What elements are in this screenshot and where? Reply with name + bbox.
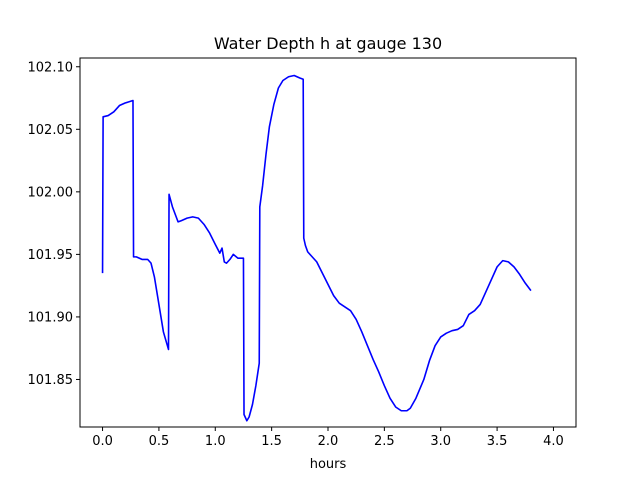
series-line <box>101 74 532 422</box>
x-tick-label: 2.5 <box>374 434 395 449</box>
chart-title: Water Depth h at gauge 130 <box>214 34 442 53</box>
plot-frame <box>79 57 577 428</box>
x-tick-label: 4.0 <box>543 434 564 449</box>
y-tick-label: 101.85 <box>28 373 74 388</box>
y-tick-label: 101.95 <box>28 248 74 263</box>
x-tick-label: 1.0 <box>205 434 226 449</box>
ticks-layer: 0.0 0.5 1.0 1.5 2.0 2.5 3.0 3.5 4.0 101.85 101.90 1… <box>28 60 564 449</box>
y-tick-label: 102.10 <box>28 60 74 75</box>
x-tick-label: 1.5 <box>261 434 282 449</box>
y-tick-label: 102.00 <box>28 185 74 200</box>
x-axis-label: hours <box>310 457 347 472</box>
x-tick-label: 3.5 <box>487 434 508 449</box>
series-layer <box>101 74 532 422</box>
y-tick-label: 101.90 <box>28 310 74 325</box>
x-tick-label: 3.0 <box>430 434 451 449</box>
y-tick-label: 102.05 <box>28 123 74 138</box>
x-tick-label: 0.5 <box>149 434 170 449</box>
x-tick-label: 2.0 <box>318 434 339 449</box>
x-tick-label: 0.0 <box>92 434 113 449</box>
